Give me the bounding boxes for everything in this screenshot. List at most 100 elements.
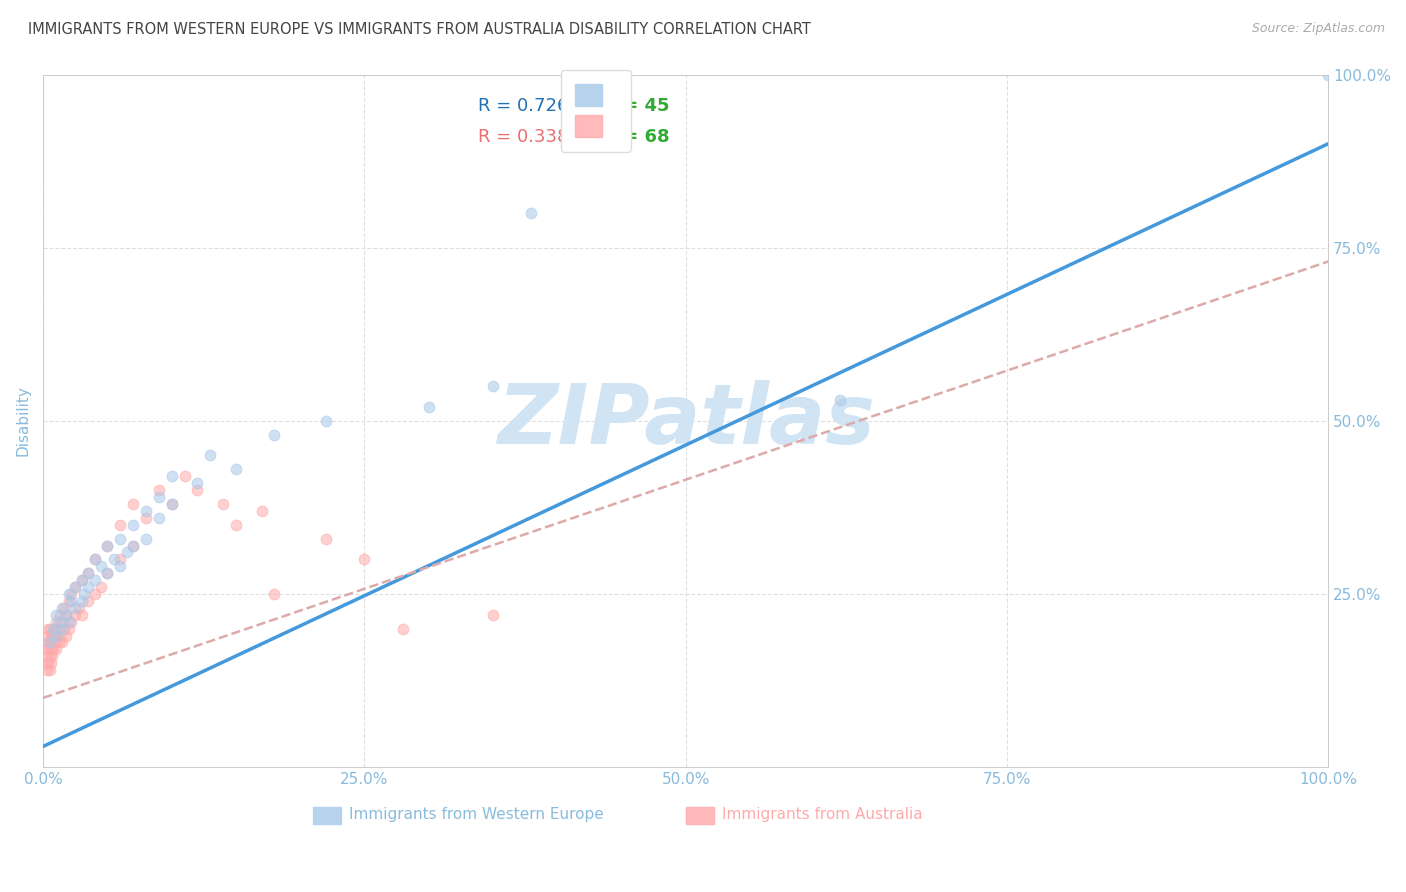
Point bbox=[38, 649, 60, 664]
Point bbox=[35, 629, 58, 643]
Point bbox=[122, 517, 145, 532]
Bar bbox=[686, 806, 714, 824]
Point bbox=[77, 566, 100, 581]
Point bbox=[103, 552, 125, 566]
Point bbox=[96, 566, 118, 581]
Point bbox=[148, 511, 170, 525]
Point bbox=[38, 622, 60, 636]
Point bbox=[186, 483, 208, 497]
Point bbox=[1317, 68, 1340, 82]
Text: R = 0.726: R = 0.726 bbox=[478, 96, 568, 115]
Point bbox=[65, 607, 87, 622]
Point bbox=[58, 587, 80, 601]
Legend: , : , bbox=[561, 70, 631, 152]
Text: N = 68: N = 68 bbox=[602, 128, 669, 146]
Point bbox=[83, 587, 105, 601]
Point bbox=[110, 532, 132, 546]
Point bbox=[58, 615, 80, 629]
Point bbox=[73, 587, 96, 601]
Point bbox=[135, 504, 157, 518]
Point bbox=[263, 427, 285, 442]
Point bbox=[58, 594, 80, 608]
Point bbox=[90, 559, 112, 574]
Text: Immigrants from Australia: Immigrants from Australia bbox=[721, 806, 922, 822]
Point bbox=[39, 642, 62, 657]
Point bbox=[122, 539, 145, 553]
Point bbox=[65, 580, 87, 594]
Point bbox=[250, 504, 273, 518]
Point bbox=[35, 642, 58, 657]
Point bbox=[37, 635, 59, 649]
Point bbox=[77, 594, 100, 608]
Point bbox=[35, 649, 58, 664]
Point bbox=[55, 607, 77, 622]
Text: Immigrants from Western Europe: Immigrants from Western Europe bbox=[349, 806, 603, 822]
Point bbox=[58, 622, 80, 636]
Point bbox=[83, 552, 105, 566]
Text: ZIPatlas: ZIPatlas bbox=[496, 380, 875, 461]
Point bbox=[482, 607, 505, 622]
Point bbox=[122, 497, 145, 511]
Point bbox=[41, 649, 63, 664]
Point bbox=[65, 600, 87, 615]
Point bbox=[51, 622, 73, 636]
Point bbox=[173, 469, 195, 483]
Point bbox=[45, 615, 67, 629]
Point bbox=[110, 559, 132, 574]
Text: R = 0.338: R = 0.338 bbox=[478, 128, 568, 146]
Point bbox=[42, 629, 65, 643]
Point bbox=[45, 607, 67, 622]
Point bbox=[52, 622, 75, 636]
Text: IMMIGRANTS FROM WESTERN EUROPE VS IMMIGRANTS FROM AUSTRALIA DISABILITY CORRELATI: IMMIGRANTS FROM WESTERN EUROPE VS IMMIGR… bbox=[28, 22, 811, 37]
Point bbox=[65, 580, 87, 594]
Point bbox=[41, 635, 63, 649]
Point bbox=[135, 532, 157, 546]
Point bbox=[51, 600, 73, 615]
Point bbox=[115, 545, 138, 559]
Point bbox=[77, 580, 100, 594]
Point bbox=[96, 539, 118, 553]
Point bbox=[96, 539, 118, 553]
Point bbox=[83, 552, 105, 566]
Point bbox=[315, 414, 337, 428]
Point bbox=[38, 663, 60, 677]
Text: N = 45: N = 45 bbox=[602, 96, 669, 115]
Point bbox=[35, 663, 58, 677]
Point bbox=[148, 490, 170, 504]
Point bbox=[110, 552, 132, 566]
Point bbox=[77, 566, 100, 581]
Point bbox=[67, 600, 90, 615]
Point bbox=[482, 379, 505, 393]
Point bbox=[392, 622, 415, 636]
Point bbox=[48, 615, 70, 629]
Point bbox=[70, 594, 93, 608]
Point bbox=[42, 622, 65, 636]
Point bbox=[83, 573, 105, 587]
Point bbox=[45, 629, 67, 643]
Point bbox=[135, 511, 157, 525]
Point bbox=[212, 497, 235, 511]
Point bbox=[45, 629, 67, 643]
Y-axis label: Disability: Disability bbox=[15, 385, 30, 457]
Point bbox=[39, 657, 62, 671]
Point bbox=[160, 469, 183, 483]
Point bbox=[49, 607, 72, 622]
Point bbox=[90, 580, 112, 594]
Point bbox=[60, 615, 83, 629]
Point bbox=[70, 573, 93, 587]
Point bbox=[96, 566, 118, 581]
Point bbox=[51, 635, 73, 649]
Point bbox=[38, 635, 60, 649]
Point bbox=[520, 206, 543, 220]
Point bbox=[48, 635, 70, 649]
Point bbox=[315, 532, 337, 546]
Point bbox=[186, 476, 208, 491]
Point bbox=[37, 657, 59, 671]
Point bbox=[44, 635, 66, 649]
Point bbox=[225, 462, 247, 476]
Point bbox=[38, 635, 60, 649]
Point bbox=[160, 497, 183, 511]
Point bbox=[52, 600, 75, 615]
Point bbox=[200, 449, 222, 463]
Point bbox=[122, 539, 145, 553]
